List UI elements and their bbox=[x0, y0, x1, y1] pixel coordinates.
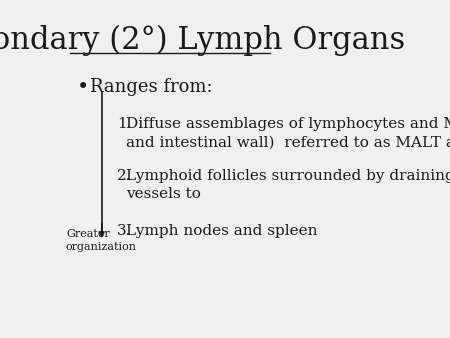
Text: Secondary (2°) Lymph Organs: Secondary (2°) Lymph Organs bbox=[0, 25, 405, 56]
Text: Diffuse assemblages of lymphocytes and MØ (in lung
and intestinal wall)  referre: Diffuse assemblages of lymphocytes and M… bbox=[126, 117, 450, 150]
Text: 2.: 2. bbox=[117, 169, 131, 183]
Text: Ranges from:: Ranges from: bbox=[90, 78, 212, 96]
Text: Greater
organization: Greater organization bbox=[66, 230, 137, 252]
Text: •: • bbox=[77, 78, 89, 97]
Text: Lymph nodes and spleen: Lymph nodes and spleen bbox=[126, 224, 317, 238]
Text: Lymphoid follicles surrounded by draining lymph
vessels to: Lymphoid follicles surrounded by drainin… bbox=[126, 169, 450, 201]
Text: 1.: 1. bbox=[117, 117, 131, 131]
Text: 3.: 3. bbox=[117, 224, 131, 238]
